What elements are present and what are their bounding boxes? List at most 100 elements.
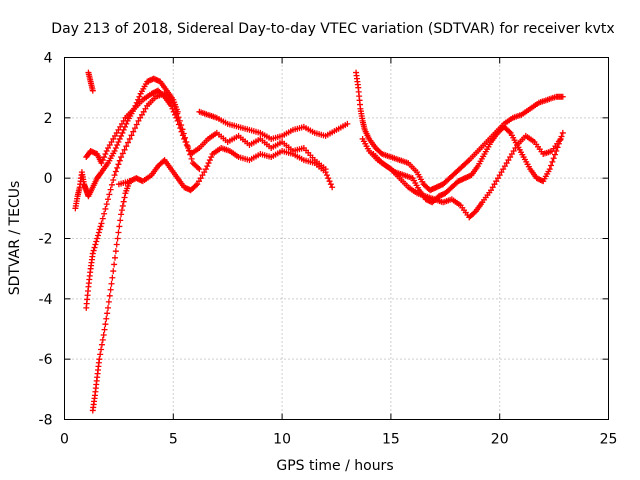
data-point xyxy=(125,139,132,146)
data-point xyxy=(91,244,98,251)
data-point xyxy=(98,341,105,348)
data-point xyxy=(506,128,513,135)
data-point xyxy=(202,166,209,173)
data-point xyxy=(115,229,122,236)
data-point xyxy=(177,125,184,132)
data-point xyxy=(498,169,505,176)
data-point xyxy=(105,304,112,311)
data-point xyxy=(119,129,126,136)
data-point xyxy=(195,164,202,171)
data-point xyxy=(132,125,139,132)
data-point xyxy=(464,158,471,165)
data-point xyxy=(107,186,114,193)
data-point xyxy=(136,93,143,100)
data-point xyxy=(97,351,104,358)
data-point xyxy=(118,207,125,214)
data-point xyxy=(169,105,176,112)
data-point xyxy=(503,160,510,167)
data-point xyxy=(196,166,203,173)
x-tick-label: 10 xyxy=(273,432,291,448)
data-point xyxy=(110,268,117,275)
data-point xyxy=(120,198,127,205)
data-point xyxy=(112,145,119,151)
data-point xyxy=(105,298,112,305)
data-point xyxy=(116,223,123,230)
data-point xyxy=(107,286,114,293)
data-point xyxy=(94,235,101,242)
data-point xyxy=(142,105,149,112)
data-point xyxy=(121,194,128,201)
data-point xyxy=(551,151,558,158)
data-point xyxy=(496,172,503,179)
y-tick-label: 4 xyxy=(44,51,53,67)
data-point xyxy=(95,232,102,239)
data-point xyxy=(103,201,110,208)
gridlines xyxy=(64,57,609,420)
tick-labels: 0 5 10 15 20 25 -8 -6 -4 -2 0 2 4 xyxy=(39,51,618,448)
data-point xyxy=(96,226,103,233)
data-point xyxy=(110,176,117,183)
series-track-g xyxy=(196,108,351,142)
series-track-d xyxy=(85,69,96,94)
x-tick-label: 5 xyxy=(169,432,178,448)
data-point xyxy=(102,205,109,212)
data-point xyxy=(507,154,514,161)
data-point xyxy=(325,175,332,182)
data-point xyxy=(115,138,122,145)
data-point xyxy=(119,202,126,209)
series-track-b xyxy=(83,90,203,311)
data-point xyxy=(102,321,109,328)
data-point xyxy=(546,166,553,173)
x-tick-label: 15 xyxy=(382,432,400,448)
data-point xyxy=(192,182,199,189)
data-point xyxy=(106,141,113,148)
data-point xyxy=(204,163,211,170)
data-point xyxy=(471,209,478,216)
data-point xyxy=(194,181,201,188)
data-point xyxy=(93,238,100,245)
data-point xyxy=(174,117,181,124)
data-point xyxy=(108,138,115,145)
x-tick-label: 20 xyxy=(491,432,509,448)
data-point xyxy=(89,87,96,94)
data-point xyxy=(97,223,104,230)
series-track-h xyxy=(353,69,566,194)
x-tick-label: 0 xyxy=(60,432,69,448)
data-point xyxy=(92,241,99,248)
x-axis-label: GPS time / hours xyxy=(276,458,393,474)
data-point xyxy=(182,138,189,145)
data-point xyxy=(101,210,108,217)
data-point xyxy=(487,187,494,194)
data-point xyxy=(98,220,105,227)
data-point xyxy=(133,121,140,128)
data-point xyxy=(128,132,135,139)
series-track-f xyxy=(115,145,336,194)
data-point xyxy=(197,175,204,182)
axis-ticks xyxy=(64,57,609,420)
data-point xyxy=(135,117,142,124)
data-point xyxy=(195,178,202,185)
data-point xyxy=(140,108,147,115)
data-point xyxy=(199,172,206,179)
data-point xyxy=(505,157,512,164)
data-point xyxy=(120,126,127,133)
data-point xyxy=(115,161,122,168)
data-point xyxy=(138,111,145,118)
data-point xyxy=(116,157,123,164)
data-point xyxy=(181,135,188,142)
data-point xyxy=(114,235,121,242)
data-point xyxy=(494,175,501,182)
data-point xyxy=(117,123,124,130)
y-tick-label: -8 xyxy=(39,413,53,429)
data-point xyxy=(114,164,121,171)
data-points xyxy=(72,69,566,414)
data-point xyxy=(170,108,177,115)
data-point xyxy=(500,166,507,173)
data-point xyxy=(111,148,118,155)
data-point xyxy=(327,181,334,188)
data-point xyxy=(115,126,122,133)
data-point xyxy=(113,241,120,248)
data-point xyxy=(118,120,125,127)
data-point xyxy=(205,160,212,167)
